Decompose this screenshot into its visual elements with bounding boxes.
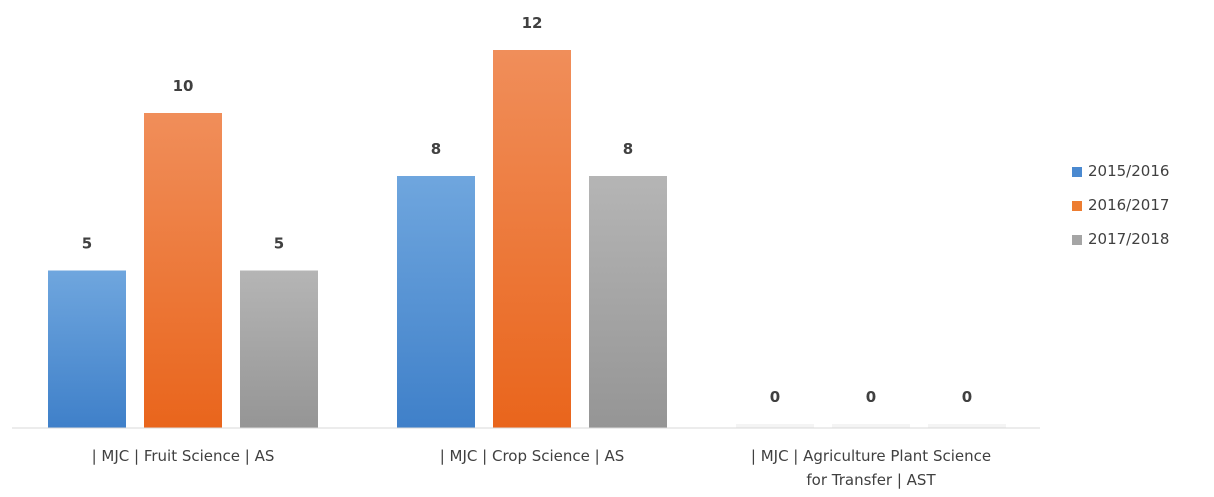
data-label-2-2: 12 (522, 14, 543, 32)
bar-3-2 (832, 424, 910, 428)
plot-area: 5 10 5 8 12 8 0 0 0 (48, 14, 1006, 428)
bar-1-1 (48, 270, 126, 428)
bar-1-2 (144, 113, 222, 428)
legend-swatch-3 (1072, 235, 1082, 245)
legend-swatch-2 (1072, 201, 1082, 211)
bar-3-1 (736, 424, 814, 428)
data-label-3-2: 0 (866, 388, 876, 406)
data-label-1-2: 10 (173, 77, 194, 95)
bar-2-2 (493, 50, 571, 428)
category-labels: | MJC | Fruit Science | AS | MJC | Crop S… (92, 447, 992, 489)
data-label-1-3: 5 (274, 235, 284, 253)
data-label-2-1: 8 (431, 140, 441, 158)
bar-2-1 (397, 176, 475, 428)
bar-2-3 (589, 176, 667, 428)
legend-label-3: 2017/2018 (1088, 230, 1169, 248)
category-label-3-line-2: for Transfer | AST (806, 471, 936, 489)
data-label-3-1: 0 (770, 388, 780, 406)
data-label-3-3: 0 (962, 388, 972, 406)
legend: 2015/2016 2016/2017 2017/2018 (1072, 162, 1169, 248)
category-label-2: | MJC | Crop Science | AS (440, 447, 625, 465)
bar-1-3 (240, 270, 318, 428)
data-label-1-1: 5 (82, 235, 92, 253)
legend-swatch-1 (1072, 167, 1082, 177)
legend-label-2: 2016/2017 (1088, 196, 1169, 214)
category-label-3-line-1: | MJC | Agriculture Plant Science (751, 447, 991, 465)
category-label-1: | MJC | Fruit Science | AS (92, 447, 275, 465)
data-label-2-3: 8 (623, 140, 633, 158)
bar-3-3 (928, 424, 1006, 428)
legend-label-1: 2015/2016 (1088, 162, 1169, 180)
